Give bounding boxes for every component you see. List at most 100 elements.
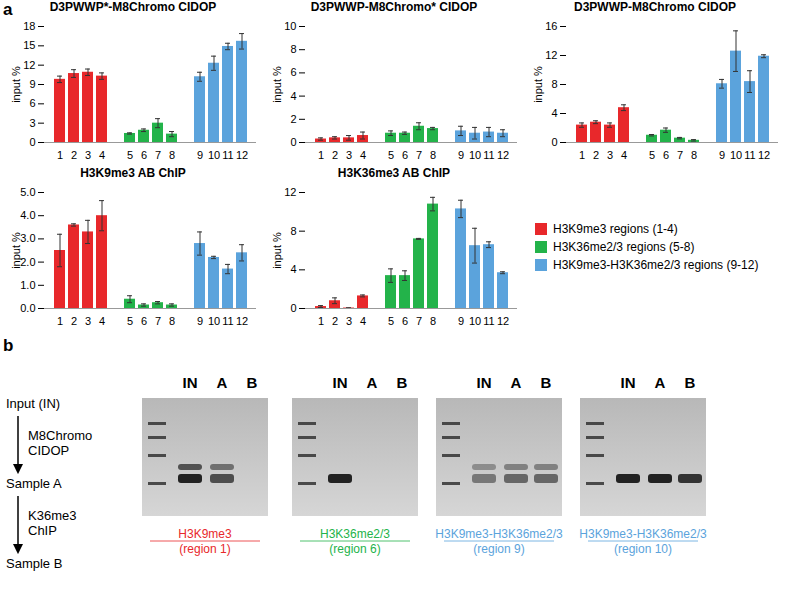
svg-text:1: 1 xyxy=(318,149,324,161)
svg-text:IN: IN xyxy=(621,374,636,391)
svg-text:3: 3 xyxy=(29,117,35,129)
svg-text:3: 3 xyxy=(607,149,613,161)
svg-text:0: 0 xyxy=(551,136,557,148)
svg-text:5: 5 xyxy=(127,315,133,327)
svg-text:8: 8 xyxy=(691,149,697,161)
svg-text:9: 9 xyxy=(197,315,203,327)
svg-text:2: 2 xyxy=(71,315,77,327)
svg-text:6: 6 xyxy=(663,149,669,161)
svg-text:9: 9 xyxy=(458,149,464,161)
svg-text:(region 6): (region 6) xyxy=(329,542,380,556)
svg-text:5: 5 xyxy=(649,149,655,161)
svg-text:4: 4 xyxy=(99,149,105,161)
svg-text:15: 15 xyxy=(23,39,35,51)
svg-text:0: 0 xyxy=(290,302,296,314)
svg-text:10: 10 xyxy=(469,149,481,161)
svg-text:IN: IN xyxy=(183,374,198,391)
svg-text:11: 11 xyxy=(222,315,233,327)
svg-text:7: 7 xyxy=(155,315,161,327)
svg-text:18: 18 xyxy=(23,20,35,32)
svg-text:2: 2 xyxy=(593,149,599,161)
svg-text:12: 12 xyxy=(236,149,248,161)
svg-text:A: A xyxy=(655,374,666,391)
svg-text:12: 12 xyxy=(23,59,35,71)
svg-text:5: 5 xyxy=(127,149,133,161)
svg-text:7: 7 xyxy=(416,315,422,327)
svg-text:input %: input % xyxy=(532,66,544,103)
svg-text:5: 5 xyxy=(388,149,394,161)
svg-text:K36me3: K36me3 xyxy=(28,508,76,523)
svg-text:12: 12 xyxy=(284,186,296,198)
svg-text:H3K9me3-H3K36me2/3: H3K9me3-H3K36me2/3 xyxy=(579,527,707,541)
svg-text:Input (IN): Input (IN) xyxy=(6,396,60,411)
svg-text:Sample A: Sample A xyxy=(6,476,62,491)
svg-text:4: 4 xyxy=(360,315,366,327)
svg-text:9: 9 xyxy=(29,78,35,90)
svg-text:10: 10 xyxy=(469,315,481,327)
svg-text:10: 10 xyxy=(730,149,742,161)
svg-text:5: 5 xyxy=(388,315,394,327)
svg-text:12: 12 xyxy=(545,49,557,61)
svg-text:3: 3 xyxy=(85,315,91,327)
svg-text:4: 4 xyxy=(99,315,105,327)
svg-text:3: 3 xyxy=(346,315,352,327)
svg-text:B: B xyxy=(247,374,258,391)
svg-text:4: 4 xyxy=(551,107,557,119)
svg-text:8: 8 xyxy=(551,78,557,90)
svg-text:10: 10 xyxy=(208,149,220,161)
svg-text:input %: input % xyxy=(271,232,283,269)
svg-text:IN: IN xyxy=(333,374,348,391)
svg-text:B: B xyxy=(541,374,552,391)
svg-text:1: 1 xyxy=(57,315,63,327)
svg-text:12: 12 xyxy=(497,315,509,327)
svg-text:9: 9 xyxy=(197,149,203,161)
svg-text:9: 9 xyxy=(719,149,725,161)
svg-text:2: 2 xyxy=(290,113,296,125)
svg-text:6: 6 xyxy=(141,315,147,327)
svg-text:A: A xyxy=(511,374,522,391)
svg-text:3: 3 xyxy=(85,149,91,161)
svg-text:8: 8 xyxy=(430,315,436,327)
svg-text:2: 2 xyxy=(332,149,338,161)
svg-text:11: 11 xyxy=(744,149,755,161)
svg-text:1.0: 1.0 xyxy=(20,279,35,291)
svg-text:B: B xyxy=(685,374,696,391)
svg-text:2.0: 2.0 xyxy=(20,256,35,268)
svg-text:6: 6 xyxy=(402,149,408,161)
svg-text:M8Chromo: M8Chromo xyxy=(28,428,92,443)
svg-text:7: 7 xyxy=(677,149,683,161)
svg-text:(region 1): (region 1) xyxy=(179,542,230,556)
svg-text:6: 6 xyxy=(29,97,35,109)
svg-text:1: 1 xyxy=(579,149,585,161)
svg-text:5.0: 5.0 xyxy=(20,186,35,198)
svg-text:0: 0 xyxy=(29,136,35,148)
svg-text:input %: input % xyxy=(271,66,283,103)
svg-text:4.0: 4.0 xyxy=(20,209,35,221)
svg-text:8: 8 xyxy=(430,149,436,161)
svg-text:11: 11 xyxy=(222,149,233,161)
svg-text:12: 12 xyxy=(497,149,509,161)
svg-text:9: 9 xyxy=(458,315,464,327)
svg-text:input %: input % xyxy=(10,232,22,269)
svg-text:H3K9me3: H3K9me3 xyxy=(178,527,232,541)
svg-text:7: 7 xyxy=(416,149,422,161)
svg-text:H3K36me2/3: H3K36me2/3 xyxy=(320,527,390,541)
svg-text:2: 2 xyxy=(71,149,77,161)
svg-text:12: 12 xyxy=(236,315,248,327)
svg-text:A: A xyxy=(217,374,228,391)
svg-text:7: 7 xyxy=(155,149,161,161)
svg-text:12: 12 xyxy=(758,149,770,161)
svg-text:A: A xyxy=(367,374,378,391)
svg-text:4: 4 xyxy=(360,149,366,161)
svg-text:3: 3 xyxy=(346,149,352,161)
svg-text:2: 2 xyxy=(332,315,338,327)
svg-text:8: 8 xyxy=(169,149,175,161)
svg-text:8: 8 xyxy=(169,315,175,327)
svg-text:6: 6 xyxy=(402,315,408,327)
svg-text:input %: input % xyxy=(10,66,22,103)
svg-text:4: 4 xyxy=(290,90,296,102)
svg-text:1: 1 xyxy=(57,149,63,161)
svg-text:8: 8 xyxy=(290,43,296,55)
svg-text:B: B xyxy=(397,374,408,391)
svg-text:10: 10 xyxy=(208,315,220,327)
